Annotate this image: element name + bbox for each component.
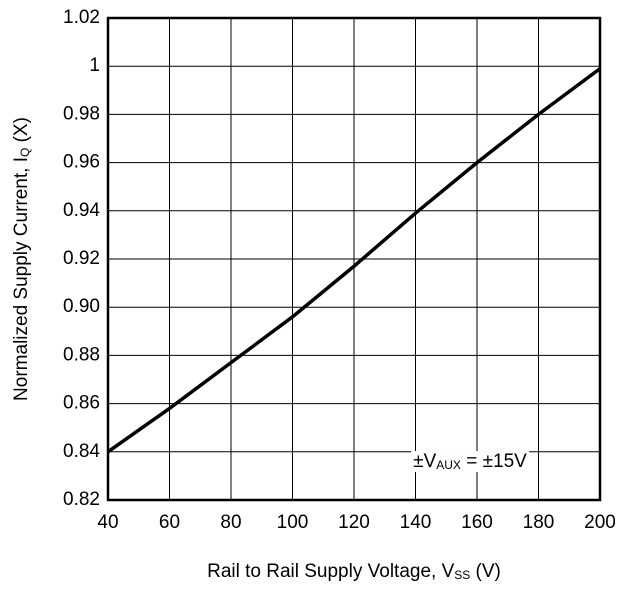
x-tick-label: 200	[584, 512, 616, 533]
x-axis-label-part: (V)	[470, 561, 501, 582]
y-tick-label: 0.94	[63, 200, 100, 221]
y-axis-label: Normalized Supply Current, IQ (X)	[11, 117, 32, 401]
annotation-part: ±V	[413, 451, 436, 472]
y-axis-label-part: Normalized Supply Current, I	[11, 157, 32, 401]
x-tick-label: 80	[220, 512, 241, 533]
y-tick-label: 0.82	[63, 489, 100, 510]
y-tick-label: 0.96	[63, 152, 100, 173]
x-axis-label-part: Rail to Rail Supply Voltage, V	[207, 561, 454, 582]
annotation-part: = ±15V	[461, 451, 527, 472]
y-tick-label: 1.02	[63, 7, 100, 28]
data-line	[106, 67, 602, 454]
y-tick-label: 0.86	[63, 393, 100, 414]
annotation-part: AUX	[436, 458, 461, 472]
plot-frame	[106, 16, 602, 502]
y-tick-label: 0.84	[63, 441, 100, 462]
y-tick-label: 0.98	[63, 103, 100, 124]
x-tick-label: 140	[400, 512, 432, 533]
x-tick-label: 100	[277, 512, 309, 533]
x-tick-label: 40	[97, 512, 118, 533]
x-tick-label: 60	[159, 512, 180, 533]
x-tick-label: 180	[523, 512, 555, 533]
x-tick-label: 160	[461, 512, 493, 533]
annotation-background	[411, 451, 530, 473]
y-tick-label: 0.88	[63, 344, 100, 365]
y-axis-label-part: Q	[18, 148, 32, 157]
y-tick-label: 1	[89, 55, 100, 76]
annotation: ±VAUX = ±15V	[413, 451, 527, 472]
y-tick-label: 0.90	[63, 296, 100, 317]
y-axis-label-part: (X)	[11, 117, 32, 148]
x-axis-label: Rail to Rail Supply Voltage, VSS (V)	[207, 561, 501, 582]
x-tick-label: 120	[338, 512, 370, 533]
y-tick-label: 0.92	[63, 248, 100, 269]
x-axis-label-part: SS	[454, 568, 470, 582]
